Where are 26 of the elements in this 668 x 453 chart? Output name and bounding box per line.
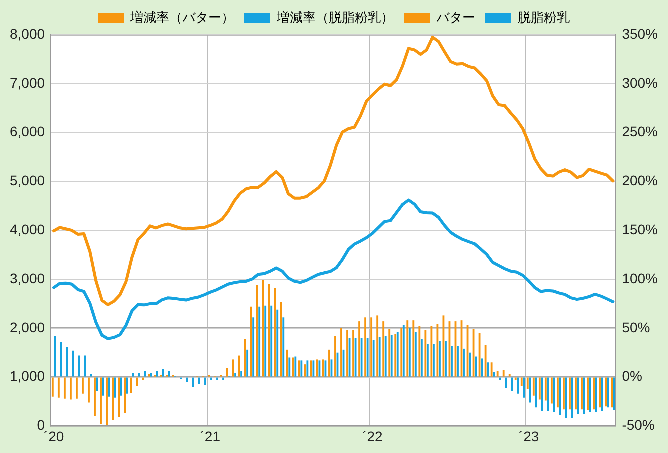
x-tick-label: ´20 xyxy=(44,428,64,444)
y-tick-label: 0 xyxy=(37,417,46,434)
y-tick-label: 1,000 xyxy=(10,368,46,384)
x-tick-label: ´21 xyxy=(200,428,221,444)
y2-tick-label: 150% xyxy=(622,221,658,238)
legend-label: 脱脂粉乳 xyxy=(518,10,570,26)
legend-label: 増減率（バター） xyxy=(130,10,234,26)
legend-label: 増減率（脱脂粉乳） xyxy=(276,10,394,26)
x-tick-label: ´22 xyxy=(362,428,384,444)
y2-tick-label: -50% xyxy=(622,417,655,434)
y-tick-label: 7,000 xyxy=(10,74,46,91)
y2-tick-label: 250% xyxy=(622,124,658,140)
y2-tick-label: 100% xyxy=(622,270,658,286)
y-tick-label: 2,000 xyxy=(10,319,46,336)
y2-tick-label: 200% xyxy=(622,172,658,189)
x-tick-label: ´23 xyxy=(518,428,540,444)
y2-tick-label: 350% xyxy=(622,26,658,42)
y-tick-label: 4,000 xyxy=(10,221,46,238)
y-tick-label: 5,000 xyxy=(10,172,46,189)
y-tick-label: 8,000 xyxy=(10,26,46,42)
y-tick-label: 6,000 xyxy=(10,124,46,140)
y-tick-label: 3,000 xyxy=(10,270,46,286)
y2-tick-label: 300% xyxy=(622,74,658,91)
y2-tick-label: 0% xyxy=(622,368,642,384)
legend-label: バター xyxy=(436,10,476,26)
y2-tick-label: 50% xyxy=(622,319,650,336)
